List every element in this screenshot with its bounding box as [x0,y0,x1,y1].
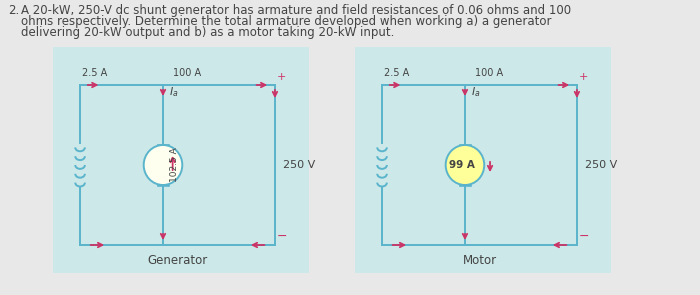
Text: 100 A: 100 A [173,68,201,78]
Text: 2.5 A: 2.5 A [82,68,107,78]
Bar [355,47,610,273]
Text: 250 V: 250 V [283,160,315,170]
Text: $I_a$: $I_a$ [470,85,480,99]
Text: 2.: 2. [8,4,19,17]
Circle shape [446,145,484,185]
Text: −: − [277,230,288,243]
Text: +: + [277,72,286,82]
Text: 100 A: 100 A [475,68,503,78]
Text: A 20-kW, 250-V dc shunt generator has armature and field resistances of 0.06 ohm: A 20-kW, 250-V dc shunt generator has ar… [21,4,571,17]
Text: Motor: Motor [463,254,496,267]
Text: +: + [579,72,588,82]
Text: Generator: Generator [148,254,208,267]
Text: 250 V: 250 V [584,160,617,170]
Text: delivering 20-kW output and b) as a motor taking 20-kW input.: delivering 20-kW output and b) as a moto… [21,26,395,39]
Circle shape [144,145,182,185]
Text: ohms respectively. Determine the total armature developed when working a) a gene: ohms respectively. Determine the total a… [21,15,552,28]
Text: −: − [579,230,589,243]
Bar [53,47,309,273]
Text: 99 A: 99 A [449,160,475,170]
Text: 102.5 A: 102.5 A [170,148,179,182]
Text: $I_a$: $I_a$ [169,85,178,99]
Text: 2.5 A: 2.5 A [384,68,409,78]
